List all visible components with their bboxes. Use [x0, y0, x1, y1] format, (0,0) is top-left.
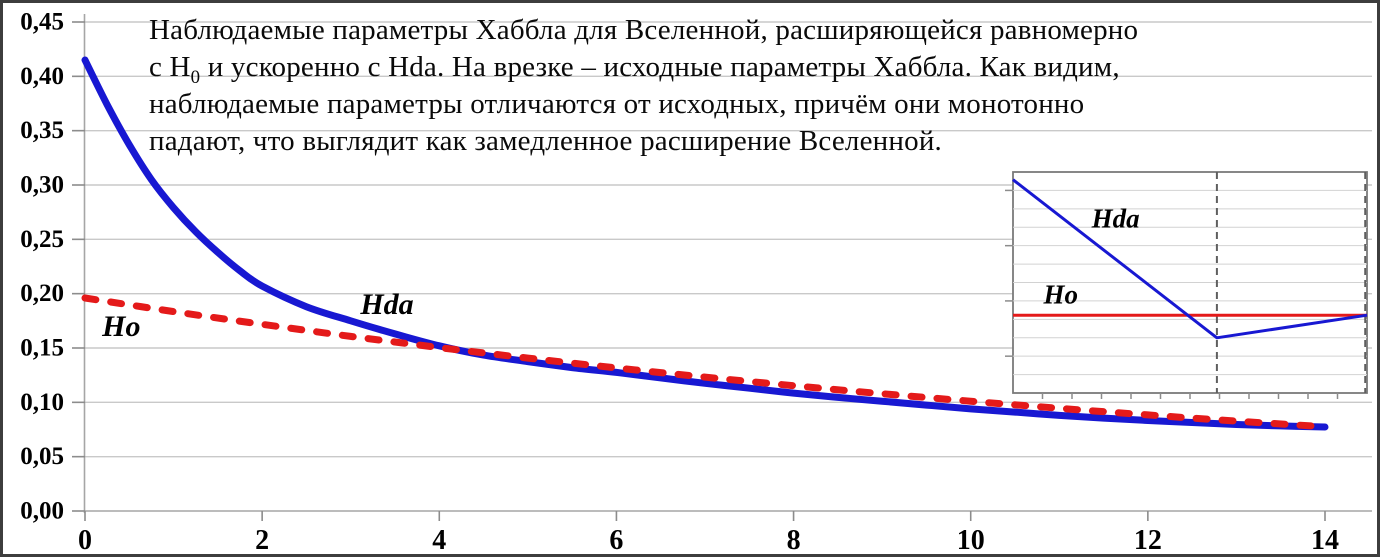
hda-curve-label: Hda	[359, 288, 413, 321]
y-tick-label: 0,40	[20, 63, 64, 90]
y-tick-label: 0,05	[20, 443, 64, 470]
inset-ho-label: Ho	[1043, 280, 1079, 310]
y-tick-label: 0,00	[20, 498, 64, 525]
x-tick-label: 12	[1134, 525, 1162, 556]
hda-curve	[81, 56, 1329, 431]
x-tick-label: 10	[957, 525, 985, 556]
title-line-2: с H0 и ускоренно с Hda. На врезке – исхо…	[149, 51, 1120, 88]
x-tick-label: 2	[255, 525, 269, 556]
ho-curve-label: Ho	[101, 310, 140, 343]
inset-hda-line	[1012, 178, 1368, 340]
y-tick-label: 0,20	[20, 280, 64, 307]
x-tick-label: 6	[609, 525, 623, 556]
y-tick-label: 0,15	[20, 335, 64, 362]
title-line-3: наблюдаемые параметры отличаются от исхо…	[149, 88, 1085, 120]
x-tick-label: 4	[432, 525, 446, 556]
y-tick-label: 0,25	[20, 226, 64, 253]
h0-subscript: 0	[190, 66, 201, 88]
y-tick-label: 0,30	[20, 172, 64, 199]
y-tick-label: 0,10	[20, 389, 64, 416]
inset-plot: Hda Ho	[1005, 171, 1368, 399]
title-line-4: падают, что выглядит как замедленное рас…	[149, 125, 942, 157]
inset-hda-label: Hda	[1091, 203, 1140, 233]
ho-curve	[81, 294, 1329, 431]
y-tick-label: 0,35	[20, 117, 64, 144]
main-plot: 0,00 0,05 0,10 0,15 0,20 0,25 0,30 0,35 0,40 0,45…	[20, 9, 1372, 556]
title-line-1: Наблюдаемые параметры Хаббла для Вселенн…	[149, 14, 1139, 46]
x-tick-label: 0	[78, 525, 92, 556]
y-tick-label: 0,45	[20, 9, 64, 36]
x-tick-label: 14	[1311, 525, 1339, 556]
chart-title: Наблюдаемые параметры Хаббла для Вселенн…	[149, 12, 1279, 160]
x-tick-label: 8	[787, 525, 801, 556]
